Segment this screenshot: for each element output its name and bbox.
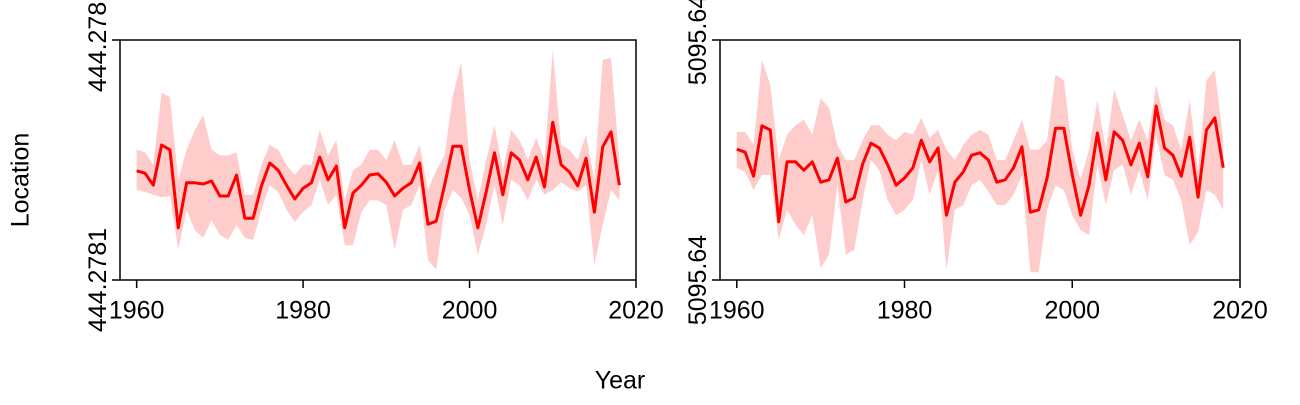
y-axis-title: Location: [7, 133, 35, 228]
y-tick-label: 5095.64: [684, 235, 712, 325]
confidence-band: [136, 50, 620, 270]
series-line: [736, 104, 1225, 224]
x-tick-label: 2020: [608, 297, 664, 325]
plot-frame: [119, 39, 637, 281]
x-tick-label: 2000: [1044, 297, 1100, 325]
x-axis-title: Year: [595, 367, 646, 395]
plot-frame: [719, 39, 1241, 281]
x-tick-label: 1980: [877, 297, 933, 325]
y-tick-label: 444.2781: [84, 0, 112, 92]
y-tick-label: 444.2781: [84, 228, 112, 332]
x-tick-label: 2000: [442, 297, 498, 325]
x-tick-label: 1960: [709, 297, 765, 325]
y-tick-label: 5095.64: [684, 0, 712, 85]
x-tick-label: 1980: [275, 297, 331, 325]
series-line: [136, 120, 621, 230]
x-tick-label: 2020: [1212, 297, 1268, 325]
confidence-band: [736, 59, 1224, 273]
x-tick-label: 1960: [109, 297, 165, 325]
